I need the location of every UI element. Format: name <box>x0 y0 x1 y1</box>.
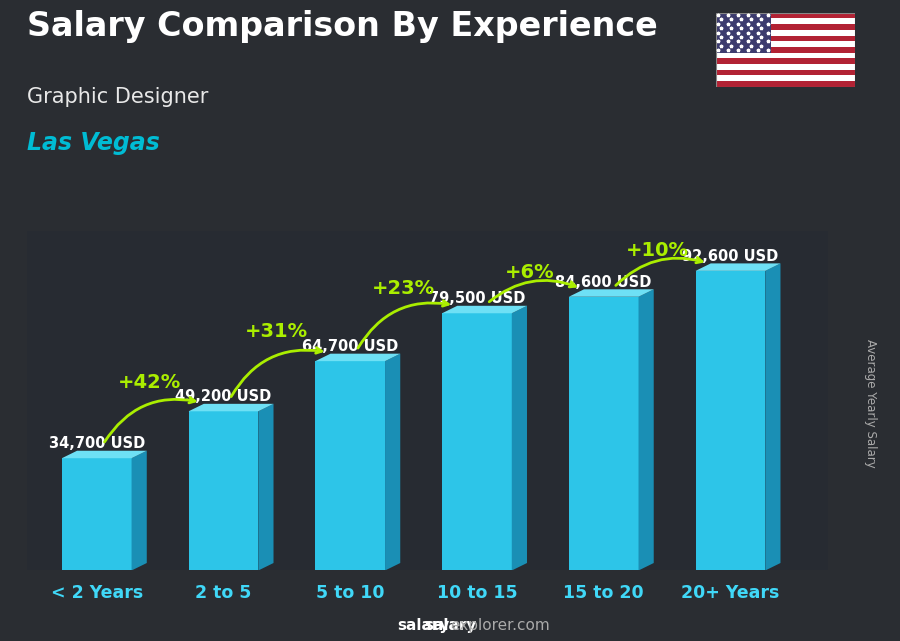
Bar <box>442 313 512 570</box>
Polygon shape <box>442 306 527 313</box>
Bar <box>716 81 855 87</box>
Bar <box>189 412 258 570</box>
Text: salary: salary <box>424 619 476 633</box>
Bar <box>716 13 771 53</box>
Bar <box>716 64 855 69</box>
Text: +42%: +42% <box>118 373 182 392</box>
Text: +23%: +23% <box>372 279 435 299</box>
Text: +6%: +6% <box>505 263 555 282</box>
Bar <box>696 271 765 570</box>
Polygon shape <box>696 263 780 271</box>
Polygon shape <box>385 354 400 570</box>
Polygon shape <box>512 306 527 570</box>
Bar <box>716 58 855 64</box>
Polygon shape <box>62 451 147 458</box>
Polygon shape <box>765 263 780 570</box>
Polygon shape <box>315 354 400 361</box>
Polygon shape <box>258 404 274 570</box>
Bar <box>315 361 385 570</box>
Text: 79,500 USD: 79,500 USD <box>428 291 525 306</box>
Bar <box>716 35 855 41</box>
Bar <box>716 69 855 75</box>
Text: explorer.com: explorer.com <box>450 619 550 633</box>
Text: Las Vegas: Las Vegas <box>27 131 160 155</box>
Bar <box>62 458 131 570</box>
Bar <box>716 75 855 81</box>
Text: Average Yearly Salary: Average Yearly Salary <box>865 340 878 468</box>
Bar <box>569 297 638 570</box>
Polygon shape <box>638 289 653 570</box>
Text: +10%: +10% <box>626 240 688 260</box>
Bar <box>716 24 855 30</box>
Text: 84,600 USD: 84,600 USD <box>555 274 652 290</box>
Text: 64,700 USD: 64,700 USD <box>302 339 399 354</box>
Text: 92,600 USD: 92,600 USD <box>682 249 778 263</box>
Bar <box>716 41 855 47</box>
Text: 34,700 USD: 34,700 USD <box>49 436 145 451</box>
Polygon shape <box>131 451 147 570</box>
Text: Graphic Designer: Graphic Designer <box>27 87 209 106</box>
Polygon shape <box>189 404 274 412</box>
Bar <box>716 13 855 19</box>
Bar <box>716 47 855 53</box>
Polygon shape <box>569 289 653 297</box>
Bar <box>716 30 855 35</box>
Bar <box>716 19 855 24</box>
Text: salary: salary <box>398 619 450 633</box>
Text: +31%: +31% <box>245 322 308 340</box>
Text: 49,200 USD: 49,200 USD <box>176 389 272 404</box>
Bar <box>716 53 855 58</box>
Text: Salary Comparison By Experience: Salary Comparison By Experience <box>27 10 658 42</box>
